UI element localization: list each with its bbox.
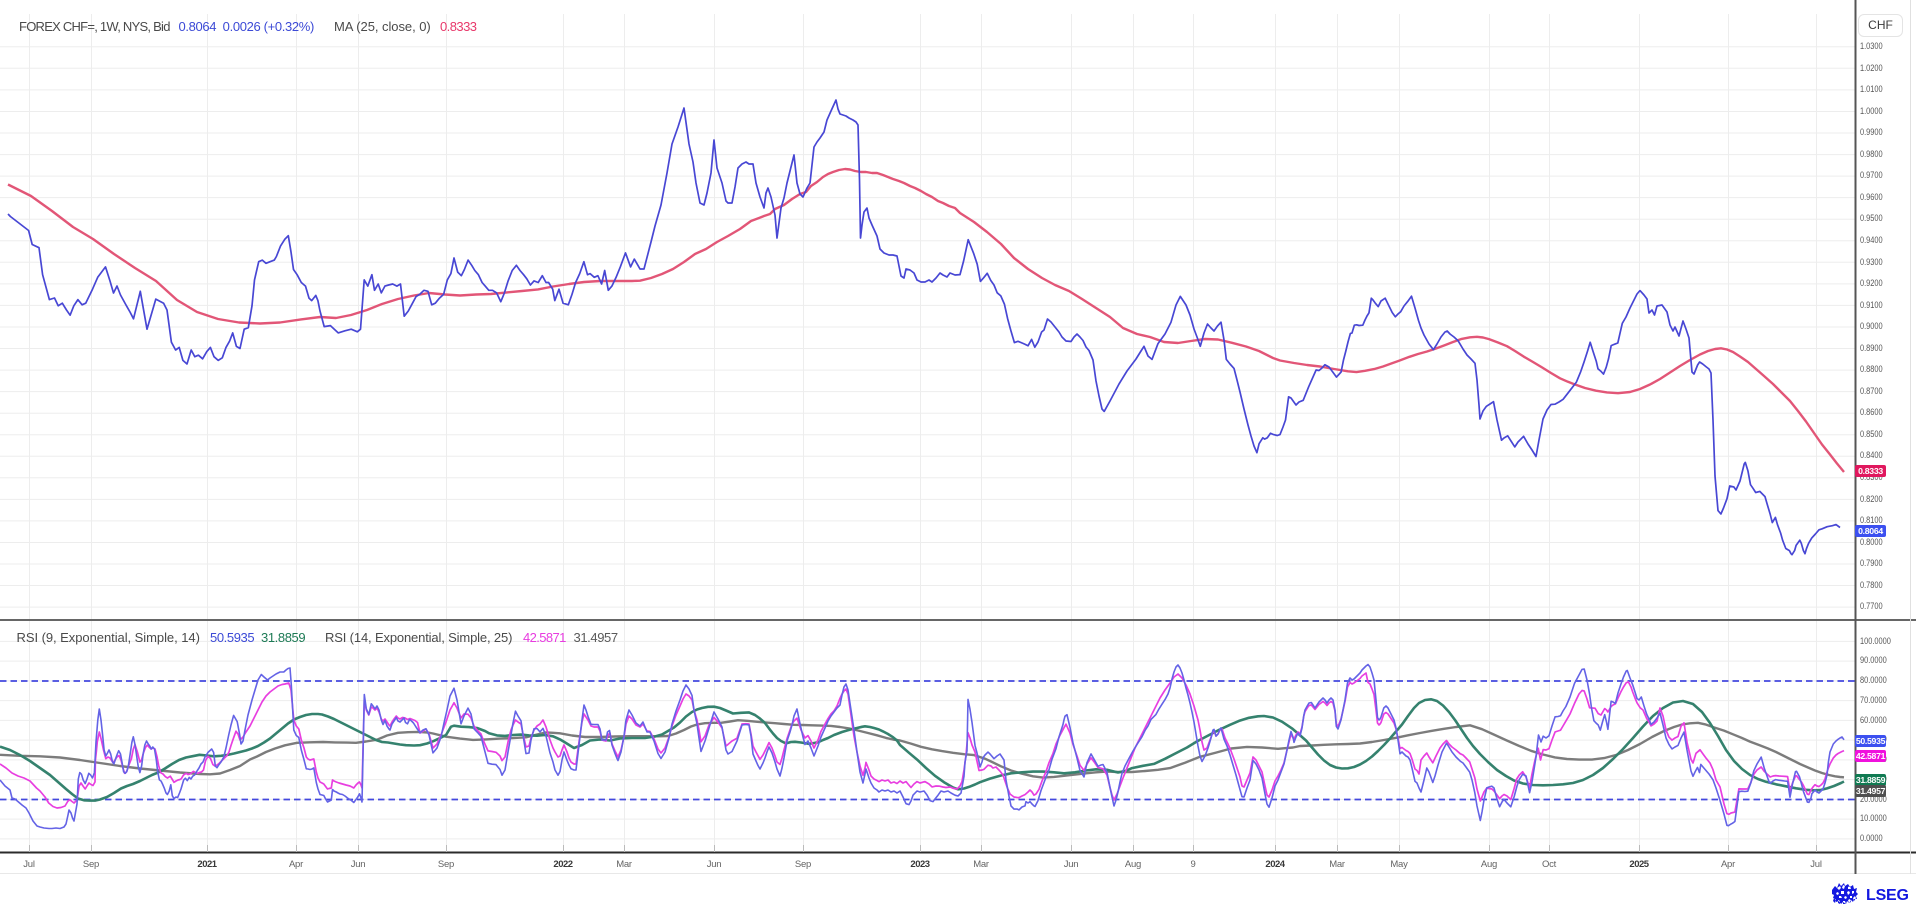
svg-text:LSEG: LSEG xyxy=(1866,887,1909,904)
